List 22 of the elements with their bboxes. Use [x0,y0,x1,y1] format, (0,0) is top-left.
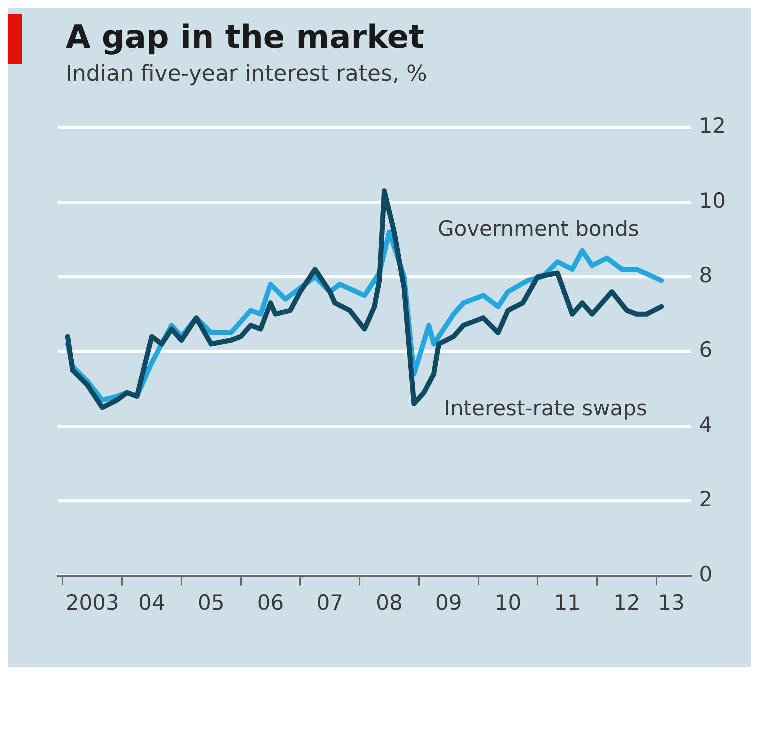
series-label: Government bonds [438,217,640,242]
x-tick-label: 06 [257,590,284,615]
x-tick-label: 04 [138,590,166,615]
series-label: Interest-rate swaps [444,396,648,420]
x-tick-label: 07 [316,590,344,615]
y-tick-label: 6 [699,338,713,362]
x-tick-label: 2003 [66,590,120,615]
y-tick-label: 12 [699,114,726,138]
y-tick-label: 8 [699,263,713,288]
x-tick-label: 08 [376,590,403,615]
x-tick-label: 10 [494,590,522,615]
chart-title: A gap in the market [65,17,426,56]
y-tick-label: 2 [699,488,713,512]
x-tick-label: 12 [614,590,640,615]
x-tick-label: 09 [435,590,462,615]
y-tick-label: 4 [699,412,713,437]
y-tick-label: 0 [699,562,713,586]
x-tick-label: 05 [198,590,225,615]
x-tick-label: 11 [554,590,581,615]
x-tick-label: 13 [658,590,685,615]
y-tick-label: 10 [699,188,726,213]
chart-subtitle: Indian five-year interest rates, % [65,61,428,87]
